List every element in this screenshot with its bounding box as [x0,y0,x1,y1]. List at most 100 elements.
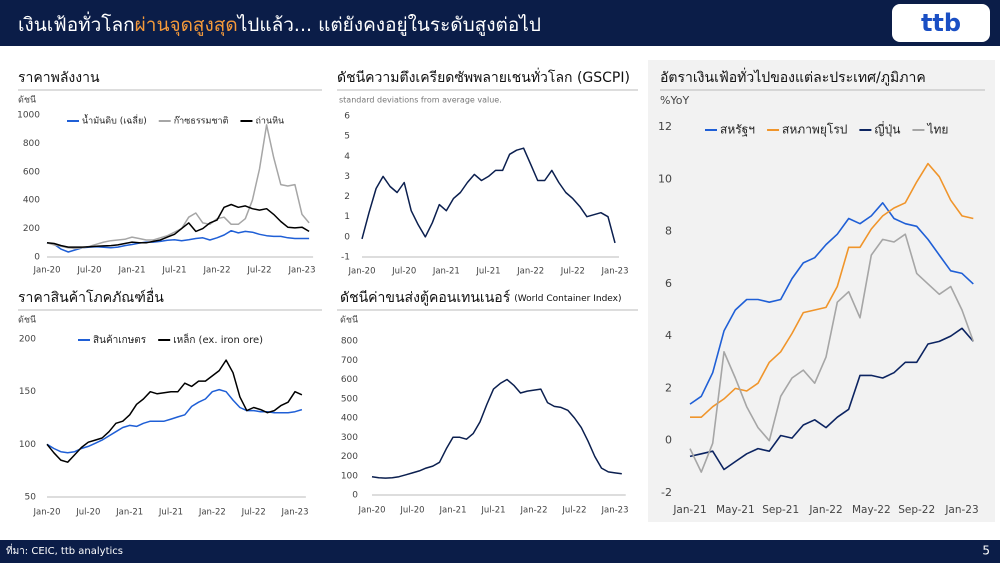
y-tick-label: 200 [23,224,40,234]
data-line [689,327,974,471]
y-tick-label: 100 [341,471,358,481]
x-tick-label: Sep-22 [898,504,935,516]
logo-box [892,4,990,42]
legend-label: ไทย [926,123,948,137]
y-tick-label: 1000 [17,111,40,121]
data-line [46,124,310,250]
y-tick-label: 8 [665,225,672,238]
x-tick-label: Jan-23 [601,267,629,277]
data-line [371,378,622,479]
y-tick-label: 600 [23,167,40,177]
x-tick-label: Jan-22 [808,504,842,516]
x-tick-label: Jul-20 [75,508,100,518]
x-tick-label: Sep-21 [762,504,799,516]
chart-title: ดัชนีความตึงเครียดซัพพลายเชนทั่วโลก (GSC… [337,68,630,86]
y-tick-label: 2 [344,192,350,202]
y-tick-label: 12 [658,120,672,133]
y-tick-label: 0 [352,491,358,501]
y-tick-label: -2 [661,486,672,499]
x-tick-label: Jan-21 [118,266,146,276]
data-line [46,203,310,248]
y-tick-label: 400 [341,414,358,424]
x-tick-label: Jan-22 [203,266,231,276]
chart-title-main: ดัชนีค่าขนส่งตู้คอนเทนเนอร์ [340,289,511,306]
y-tick-label: 100 [19,440,36,450]
legend-label: ก๊าซธรรมชาติ [174,116,229,127]
data-line [46,229,310,253]
data-line [689,202,974,405]
y-axis-label: %YoY [660,94,689,107]
y-tick-label: 200 [341,452,358,462]
x-tick-label: Jul-20 [399,506,424,516]
x-tick-label: Jul-21 [480,506,505,516]
page-number: 5 [982,544,990,558]
x-tick-label: Jan-21 [439,506,467,516]
footer-bar [0,540,1000,563]
y-tick-label: 600 [341,375,358,385]
y-tick-label: 700 [341,356,358,366]
y-axis-label: ดัชนี [340,315,358,326]
legend-label: ญี่ปุ่น [874,121,900,138]
data-line [361,147,616,244]
x-tick-label: May-21 [716,504,755,516]
y-tick-label: 0 [34,253,40,263]
chart-title: อัตราเงินเฟ้อทั่วไปของแต่ละประเทศ/ภูมิภา… [660,68,926,86]
x-tick-label: Jan-22 [520,506,548,516]
data-line [689,233,975,473]
x-tick-label: Jan-20 [358,506,386,516]
y-tick-label: 800 [23,139,40,149]
y-tick-label: 4 [344,152,350,162]
y-tick-label: 4 [665,329,672,342]
x-tick-label: Jan-21 [115,508,143,518]
data-line [46,359,303,463]
source: ที่มา: CEIC, ttb analytics [6,543,123,557]
y-tick-label: 50 [25,493,37,503]
x-tick-label: Jul-20 [76,266,101,276]
y-tick-label: 1 [344,212,350,222]
title-highlight: ผ่านจุดสูงสุด [135,14,238,37]
x-tick-label: May-22 [852,504,891,516]
panel-bg [648,60,995,522]
legend-label: เหล็ก (ex. iron ore) [173,332,263,346]
x-tick-label: Jan-20 [33,266,61,276]
y-tick-label: 10 [658,172,672,185]
x-tick-label: Jan-22 [516,267,544,277]
y-tick-label: 6 [665,277,672,290]
x-tick-label: Jan-20 [33,508,61,518]
y-tick-label: 0 [665,434,672,447]
legend-label: น้ำมันดิบ (เฉลี่ย) [82,114,147,127]
x-tick-label: Jul-22 [246,266,271,276]
title-part: เงินเฟ้อทั่วโลก [18,11,135,36]
y-tick-label: 500 [341,394,358,404]
legend-label: สหรัฐฯ [720,123,755,137]
x-tick-label: Jul-22 [561,506,586,516]
x-tick-label: Jul-21 [475,267,500,277]
y-tick-label: 2 [665,381,672,394]
x-tick-label: Jan-23 [281,508,309,518]
y-tick-label: 300 [341,433,358,443]
x-tick-label: Jan-20 [348,267,376,277]
chart-subtitle: standard deviations from average value. [339,96,502,105]
logo: ttb [921,9,961,37]
title-part: ไปแล้ว... แต่ยังคงอยู่ในระดับสูงต่อไป [236,14,541,36]
x-tick-label: Jul-21 [161,266,186,276]
data-line [46,388,303,454]
legend-label: สหภาพยุโรป [782,123,847,138]
y-tick-label: 3 [344,172,350,182]
x-tick-label: Jan-23 [601,506,629,516]
y-tick-label: 6 [344,112,350,122]
x-tick-label: Jul-21 [158,508,183,518]
x-tick-label: Jan-23 [288,266,316,276]
y-tick-label: 150 [19,387,36,397]
y-tick-label: 800 [341,337,358,347]
y-tick-label: 400 [23,196,40,206]
header-bar [0,0,1000,46]
y-tick-label: -1 [341,253,350,263]
y-tick-label: 200 [19,335,36,345]
y-axis-label: ดัชนี [18,95,36,106]
chart-title-note: (World Container Index) [514,294,621,304]
x-tick-label: Jul-22 [560,267,585,277]
legend-label: สินค้าเกษตร [93,334,147,346]
x-tick-label: Jan-21 [672,504,706,516]
